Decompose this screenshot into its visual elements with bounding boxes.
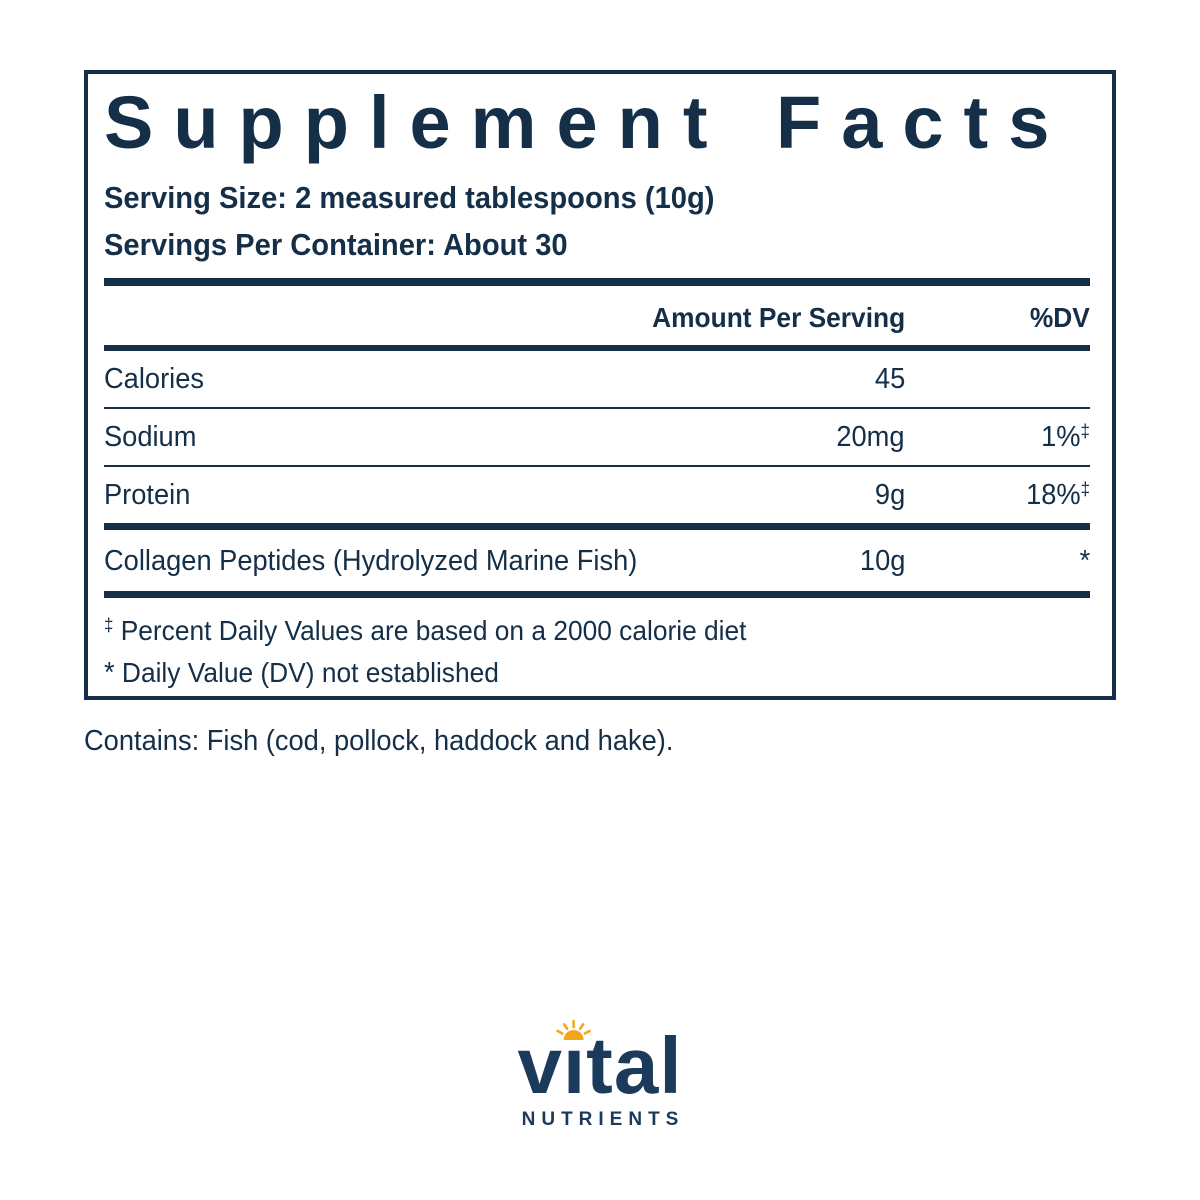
footnote-dv-not-established: * Daily Value (DV) not established <box>104 657 499 689</box>
amount-value: 20mg <box>836 421 905 453</box>
panel-title: Supplement Facts <box>104 81 1070 164</box>
vital-nutrients-logo: vital NUTRIENTS <box>516 1019 685 1130</box>
supplement-facts-panel: Supplement Facts Serving Size: 2 measure… <box>84 70 1116 700</box>
amount-value: 45 <box>874 363 905 395</box>
dv-value: 1%‡ <box>1041 421 1090 453</box>
table-row-collagen-peptides: Collagen Peptides (Hydrolyzed Marine Fis… <box>104 530 1090 591</box>
amount-value: 10g <box>859 545 905 577</box>
amount-value: 9g <box>874 479 905 511</box>
nutrient-name: Protein <box>104 479 191 511</box>
header-amount-per-serving: Amount Per Serving <box>651 302 905 333</box>
divider-above-collagen <box>104 523 1090 530</box>
divider-above-footnotes <box>104 591 1090 598</box>
dagger-mark: ‡ <box>104 615 114 635</box>
table-row-calories: Calories 45 <box>104 351 1090 407</box>
dv-value: 18%‡ <box>1026 479 1090 511</box>
divider-thin-2 <box>104 465 1090 467</box>
servings-per-container-text: Servings Per Container: About 30 <box>104 227 568 262</box>
servings-per-container-line: Servings Per Container: About 30 <box>104 229 1090 260</box>
allergen-contains-note: Contains: Fish (cod, pollock, haddock an… <box>84 725 674 757</box>
table-header-row: Amount Per Serving %DV <box>104 286 1090 345</box>
header-percent-dv: %DV <box>1030 302 1090 333</box>
divider-thick-top <box>104 278 1090 286</box>
footnote-daily-values: ‡ Percent Daily Values are based on a 20… <box>104 615 747 646</box>
asterisk-mark: * <box>104 657 115 689</box>
table-row-sodium: Sodium 20mg 1%‡ <box>104 409 1090 465</box>
table-row-protein: Protein 9g 18%‡ <box>104 467 1090 523</box>
divider-below-header <box>104 345 1090 351</box>
nutrient-name: Collagen Peptides (Hydrolyzed Marine Fis… <box>104 545 638 577</box>
nutrient-name: Sodium <box>104 421 197 453</box>
logo-subbrand-text: NUTRIENTS <box>521 1109 685 1130</box>
dv-value: * <box>1079 545 1090 577</box>
divider-thin-1 <box>104 407 1090 409</box>
logo-brand-text: vital <box>517 1021 683 1110</box>
serving-size-line: Serving Size: 2 measured tablespoons (10… <box>104 182 1090 213</box>
nutrient-name: Calories <box>104 363 204 395</box>
serving-size-text: Serving Size: 2 measured tablespoons (10… <box>104 180 715 215</box>
